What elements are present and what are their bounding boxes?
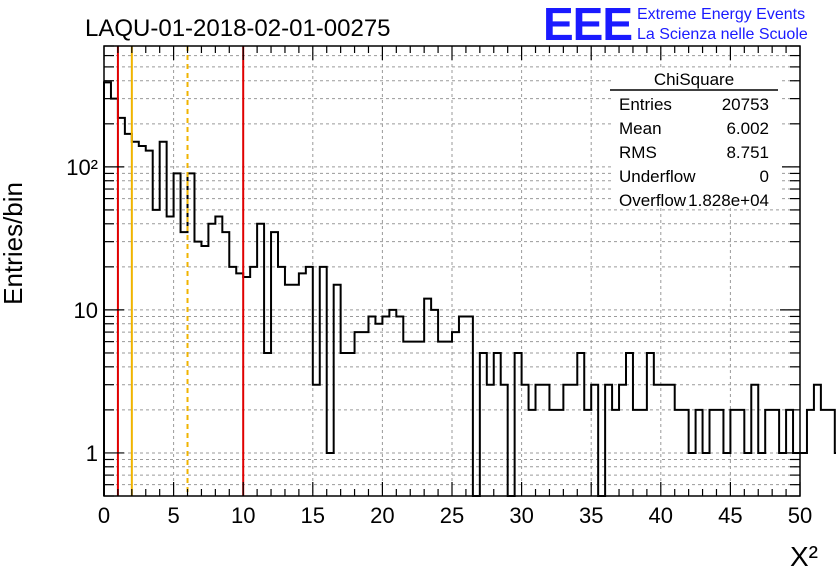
- stats-label: Entries: [619, 95, 672, 114]
- reference-lines: [116, 46, 245, 496]
- axes: 0 5 10 15 20 25 30 35 40 45 50 1 10 10²: [66, 45, 812, 528]
- chart-title: LAQU-01-2018-02-01-00275: [85, 15, 391, 42]
- stats-value: 1.828e+04: [688, 191, 769, 210]
- x-axis-label: X²: [790, 541, 818, 572]
- stats-label: Overflow: [619, 191, 687, 210]
- stats-label: Underflow: [619, 167, 696, 186]
- x-tick-label: 30: [509, 503, 533, 528]
- x-tick-label: 15: [301, 503, 325, 528]
- y-axis-label: Entries/bin: [0, 182, 28, 305]
- stats-title: ChiSquare: [654, 70, 734, 89]
- x-tick-label: 25: [440, 503, 464, 528]
- eee-logo: EEE Extreme Energy Events La Scienza nel…: [543, 0, 808, 50]
- x-tick-label: 5: [167, 503, 179, 528]
- stats-value: 20753: [722, 95, 769, 114]
- stats-rows: Entries 20753 Mean 6.002 RMS 8.751 Underflow 0 O…: [619, 95, 769, 210]
- x-tick-label: 20: [370, 503, 394, 528]
- stats-value: 8.751: [726, 143, 769, 162]
- y-tick-label: 10: [74, 298, 98, 323]
- y-tick-label: 1: [86, 441, 98, 466]
- stats-label: RMS: [619, 143, 657, 162]
- x-tick-label: 35: [579, 503, 603, 528]
- eee-logo-mark: EEE: [543, 0, 632, 50]
- y-tick-label: 10²: [66, 155, 98, 180]
- stats-box: ChiSquare Entries 20753 Mean 6.002 RMS 8.751 U…: [610, 68, 782, 210]
- grid: [104, 46, 800, 496]
- stats-label: Mean: [619, 119, 662, 138]
- stats-value: 0: [760, 167, 769, 186]
- x-tick-label: 45: [718, 503, 742, 528]
- x-tick-label: 10: [231, 503, 255, 528]
- x-tick-label: 0: [98, 503, 110, 528]
- eee-logo-line1: Extreme Energy Events: [637, 6, 805, 23]
- eee-logo-line2: La Scienza nelle Scuole: [637, 26, 808, 43]
- x-tick-label: 50: [788, 503, 812, 528]
- x-tick-label: 40: [649, 503, 673, 528]
- stats-value: 6.002: [726, 119, 769, 138]
